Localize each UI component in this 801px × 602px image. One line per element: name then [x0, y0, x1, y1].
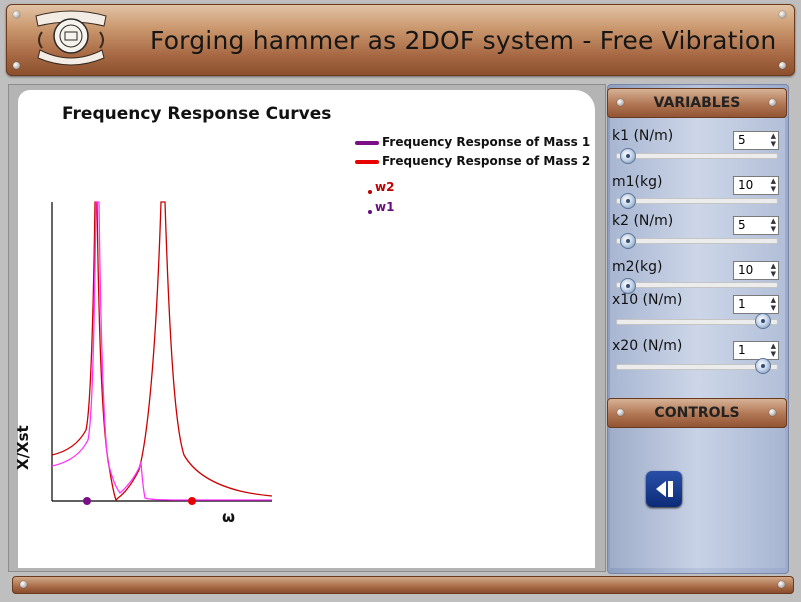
- m2-label: m2(kg): [612, 259, 663, 275]
- title-bar: Forging hammer as 2DOF system - Free Vib…: [6, 4, 795, 76]
- spinner-arrows-icon[interactable]: ▲ ▼: [770, 132, 776, 148]
- m2-spinner[interactable]: 10 ▲ ▼: [733, 261, 779, 280]
- institute-emblem-icon: [35, 10, 107, 66]
- rivet-icon: [617, 409, 624, 416]
- variables-title: VARIABLES: [653, 95, 741, 111]
- legend-mass1: Frequency Response of Mass 1: [382, 135, 591, 149]
- w1-dot: [368, 210, 372, 214]
- k2-spinner[interactable]: 5 ▲ ▼: [733, 216, 779, 235]
- x20-label: x20 (N/m): [612, 338, 683, 354]
- w2-dot: [368, 190, 372, 194]
- controls-header: CONTROLS: [607, 398, 787, 428]
- series-mass1-line: [51, 201, 272, 501]
- x10-slider-thumb[interactable]: [755, 313, 771, 329]
- rivet-icon: [779, 62, 786, 69]
- controls-body: [610, 428, 785, 568]
- y-axis-label: X/Xst: [14, 425, 32, 470]
- spinner-arrows-icon[interactable]: ▲ ▼: [770, 342, 776, 358]
- legend-swatch-mass1: [355, 141, 379, 145]
- step-back-icon: [656, 481, 673, 497]
- k2-slider-thumb[interactable]: [620, 233, 636, 249]
- chart-title: Frequency Response Curves: [62, 104, 332, 124]
- page-title: Forging hammer as 2DOF system - Free Vib…: [150, 26, 777, 55]
- x20-slider-thumb[interactable]: [755, 358, 771, 374]
- k2-label: k2 (N/m): [612, 213, 674, 229]
- x-axis-label: ω: [222, 508, 236, 526]
- rivet-icon: [778, 581, 785, 588]
- rivet-icon: [13, 62, 20, 69]
- spinner-arrows-icon[interactable]: ▲ ▼: [770, 296, 776, 312]
- m2-slider-thumb[interactable]: [620, 278, 636, 294]
- series-mass2-line: [51, 201, 273, 502]
- rivet-icon: [769, 99, 776, 106]
- w1-marker: [83, 497, 91, 505]
- bottom-bar: [12, 576, 794, 594]
- rivet-icon: [20, 581, 27, 588]
- x10-label: x10 (N/m): [612, 292, 683, 308]
- spinner-arrows-icon[interactable]: ▲ ▼: [770, 262, 776, 278]
- rivet-icon: [13, 11, 20, 18]
- k1-slider-thumb[interactable]: [620, 148, 636, 164]
- controls-title: CONTROLS: [654, 405, 740, 421]
- k1-slider-track[interactable]: [616, 153, 778, 159]
- w2-label: w2: [375, 180, 395, 194]
- m1-slider-track[interactable]: [616, 198, 778, 204]
- rivet-icon: [779, 11, 786, 18]
- x10-spinner[interactable]: 1 ▲ ▼: [733, 295, 779, 314]
- x20-slider-track[interactable]: [616, 364, 778, 370]
- m1-slider-thumb[interactable]: [620, 193, 636, 209]
- m1-spinner[interactable]: 10 ▲ ▼: [733, 176, 779, 195]
- x20-spinner[interactable]: 1 ▲ ▼: [733, 341, 779, 360]
- w1-label: w1: [375, 200, 395, 214]
- rivet-icon: [769, 409, 776, 416]
- spinner-arrows-icon[interactable]: ▲ ▼: [770, 177, 776, 193]
- k1-label: k1 (N/m): [612, 128, 674, 144]
- step-back-button[interactable]: [646, 471, 682, 507]
- spinner-arrows-icon[interactable]: ▲ ▼: [770, 217, 776, 233]
- k1-spinner[interactable]: 5 ▲ ▼: [733, 131, 779, 150]
- w2-marker: [188, 497, 196, 505]
- legend-swatch-mass2: [355, 160, 379, 164]
- plot-canvas: [18, 90, 595, 568]
- legend-mass2: Frequency Response of Mass 2: [382, 154, 591, 168]
- m1-label: m1(kg): [612, 174, 663, 190]
- rivet-icon: [617, 99, 624, 106]
- variables-header: VARIABLES: [607, 88, 787, 118]
- x10-slider-track[interactable]: [616, 319, 778, 325]
- m2-slider-track[interactable]: [616, 282, 778, 288]
- k2-slider-track[interactable]: [616, 238, 778, 244]
